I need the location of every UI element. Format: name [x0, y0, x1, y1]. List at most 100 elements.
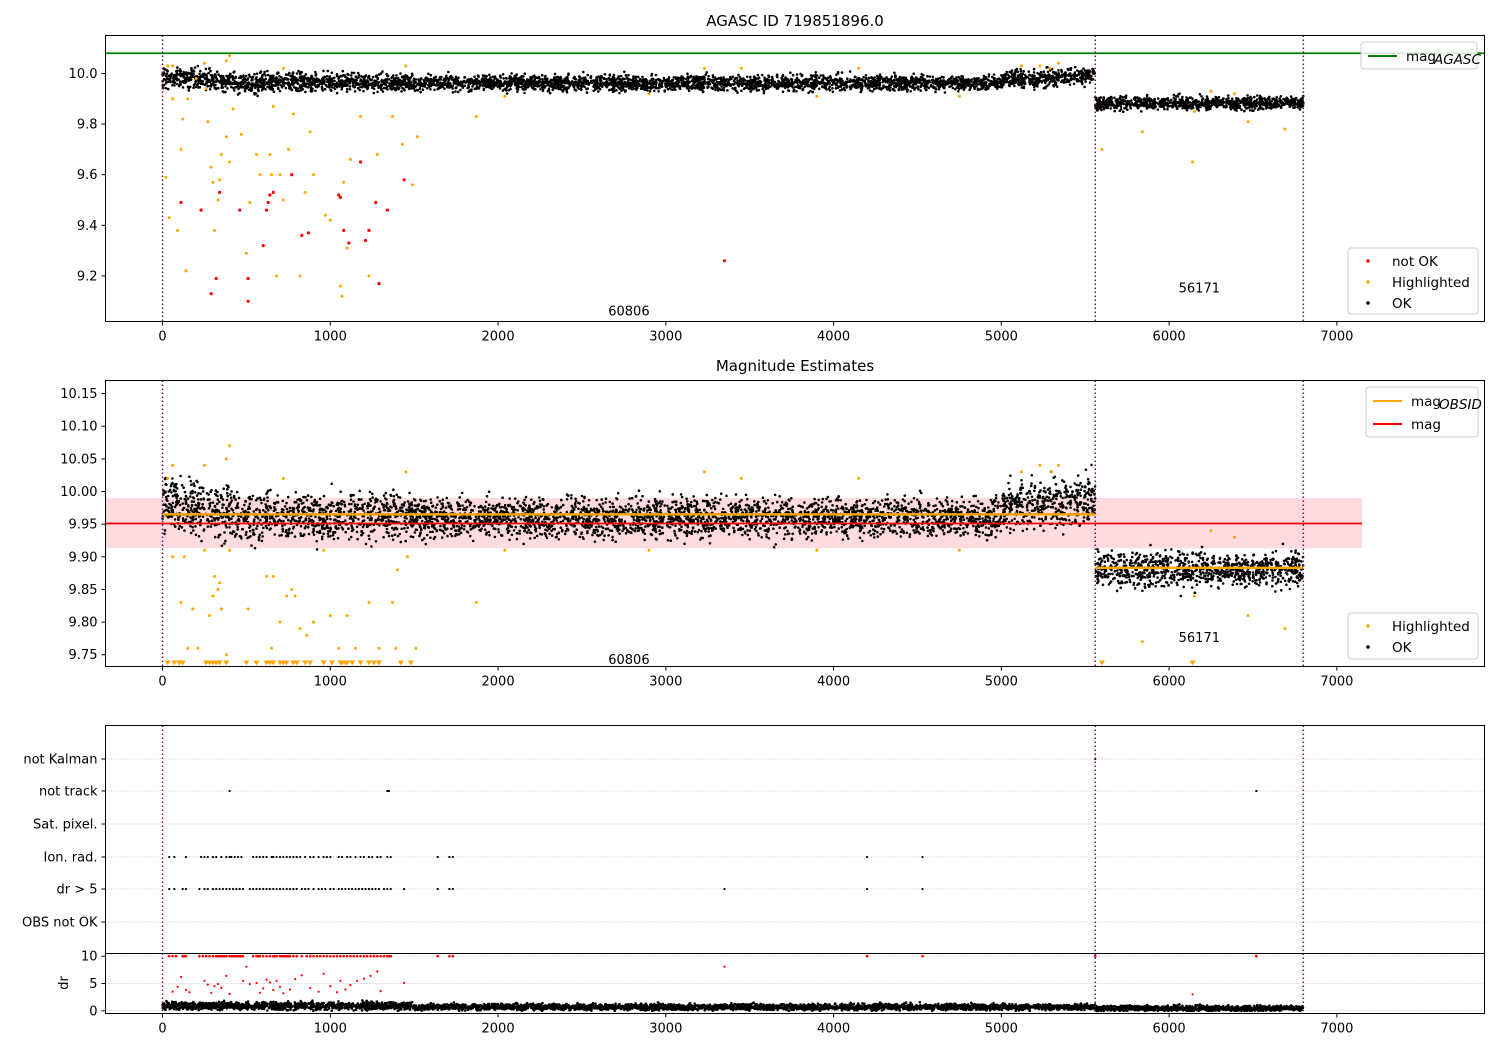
top-ok-point [449, 74, 453, 78]
top-ok-point [454, 86, 458, 90]
top-ok-point [797, 86, 800, 89]
top-ok-point [617, 80, 621, 83]
top-ok-point [497, 79, 500, 83]
top-ok-point [367, 76, 370, 79]
top-ok-point [178, 80, 182, 83]
top-ok-point [627, 73, 630, 77]
top-ok-point [280, 86, 284, 89]
top-ok-point [323, 87, 327, 91]
top-ok-point [522, 80, 525, 84]
top-ok-point [919, 89, 922, 92]
top-ok-point [1007, 81, 1010, 84]
top-ok-point [789, 71, 792, 74]
top-ok-point [243, 89, 247, 93]
top-ok-point [1073, 71, 1077, 74]
top-ok-point [684, 77, 688, 81]
top-ok-point [809, 81, 813, 85]
top-ok-point [371, 86, 374, 89]
top-ok-point [663, 89, 666, 92]
top-ok-point [407, 78, 411, 82]
top-ok-point [624, 74, 628, 77]
top-ok-point [388, 84, 391, 87]
top-ok-point [1175, 106, 1178, 109]
top-ok-point [332, 76, 336, 80]
top-ok-point [840, 71, 844, 74]
top-ok-point [275, 76, 278, 79]
top-ok-point [482, 87, 486, 91]
top-ok-point [1019, 67, 1022, 71]
top-ok-point [288, 85, 292, 88]
top-ok-point [582, 70, 585, 74]
top-ok-point [1098, 100, 1102, 104]
top-ok-point [586, 87, 589, 90]
top-ok-point [510, 82, 513, 85]
top-ok-point [163, 77, 166, 81]
top-ok-point [493, 83, 497, 86]
top-ok-point [821, 78, 824, 81]
top-ok-point [454, 75, 458, 79]
top-ok-point [263, 72, 266, 76]
top-ok-point [306, 79, 309, 83]
top-ok-point [978, 88, 982, 91]
top-ok-point [411, 74, 414, 77]
top-ok-point [382, 86, 386, 90]
top-ok-point [997, 77, 1001, 80]
top-ok-point [707, 75, 710, 78]
top-ok-point [208, 88, 212, 91]
top-ok-point [698, 86, 702, 89]
top-ok-point [335, 85, 339, 89]
top-ok-point [675, 84, 679, 87]
top-ok-point [253, 91, 256, 95]
top-ok-point [737, 73, 740, 77]
top-ok-point [922, 74, 925, 77]
top-ok-point [171, 76, 175, 80]
top-ok-point [539, 83, 542, 87]
top-ok-point [278, 74, 281, 78]
top-ok-point [335, 74, 339, 78]
top-ok-point [1030, 78, 1033, 81]
top-ok-point [1067, 68, 1070, 72]
top-ok-point [394, 88, 398, 92]
top-ok-point [468, 82, 472, 85]
top-ok-point [403, 83, 407, 87]
top-ok-point [293, 75, 297, 79]
top-ok-point [198, 72, 201, 76]
top-ok-point [800, 83, 803, 86]
top-ok-point [1069, 68, 1073, 71]
top-ok-point [390, 87, 393, 91]
top-ok-point [1047, 73, 1051, 76]
top-ok-point [297, 78, 300, 82]
top-ok-point [519, 75, 523, 79]
top-ok-point [1048, 80, 1052, 84]
top-ok-point [207, 67, 211, 71]
top-ok-point [623, 90, 627, 93]
top-ok-point [828, 85, 831, 88]
top-ok-point [321, 89, 325, 92]
top-ok-point [164, 82, 168, 85]
top-ok-point [1038, 73, 1042, 76]
top-ok-point [530, 80, 533, 84]
top-ok-point [916, 87, 920, 90]
top-ok-point [745, 86, 748, 89]
top-ok-point [645, 87, 648, 91]
top-ok-point [177, 78, 180, 81]
top-ok-point [175, 77, 178, 80]
top-ok-point [199, 82, 203, 86]
top-ok-point [183, 72, 186, 76]
top-ok-point [1061, 73, 1064, 76]
top-ok-point [298, 70, 302, 74]
top-ok-point [331, 79, 334, 82]
top-ok-point [913, 88, 916, 91]
top-ok-point [517, 85, 521, 89]
top-ok-point [902, 76, 905, 80]
top-ok-point [1049, 77, 1052, 80]
top-ok-point [884, 80, 887, 84]
top-ok-point [1222, 105, 1226, 109]
top-ok-point [544, 81, 548, 85]
top-ok-point [168, 78, 171, 81]
top-ok-point [187, 89, 191, 92]
top-ok-point [783, 86, 787, 90]
top-ok-point [782, 78, 786, 81]
top-ok-point [736, 83, 740, 87]
